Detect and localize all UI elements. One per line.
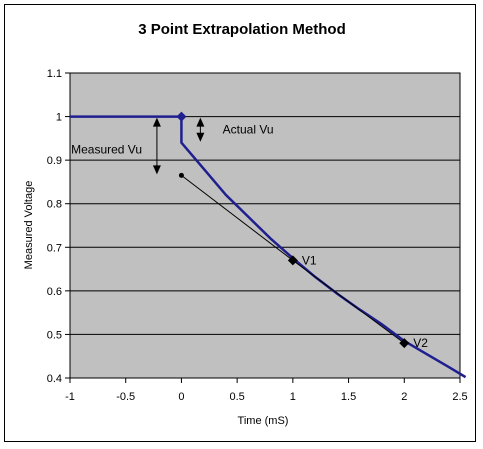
x-tick-label: 2 [401,391,407,403]
y-tick-label: 0.8 [47,199,62,211]
x-axis-title: Time (mS) [238,415,289,427]
annotation-layer: Actual Vu Measured Vu [71,117,274,175]
y-tick-label: 0.7 [47,242,62,254]
x-tick-label: 0.5 [229,391,244,403]
y-tick-label: 0.5 [47,329,62,341]
y-tick-label: 0.9 [47,155,62,167]
data-point-marker [178,172,184,178]
marker-layer: V1 V2 [176,111,428,350]
measured-vu-label: Measured Vu [71,142,142,156]
y-axis-title: Measured Voltage [23,181,35,270]
actual-voltage-line [70,115,467,379]
y-tick-label: 0.6 [47,286,62,298]
y-tick-label: 1 [56,112,62,124]
x-axis-ticks: -1 -0.5 0 0.5 1 1.5 2 2.5 [65,378,468,403]
actual-vu-arrow-head-down [196,132,205,142]
chart-title: 3 Point Extrapolation Method [138,21,346,38]
y-tick-label: 0.4 [47,373,62,385]
x-tick-label: 0 [178,391,184,403]
actual-vu-arrow-head-up [196,117,205,127]
data-point-marker [287,255,298,266]
x-tick-label: 1 [290,391,296,403]
data-point-marker [176,111,187,122]
measured-vu-arrow-head-up [152,117,161,127]
data-point-marker [399,338,410,349]
x-tick-label: -0.5 [116,391,135,403]
plot-area [69,72,461,379]
x-tick-label: 2.5 [452,391,467,403]
point-label: V2 [413,336,428,350]
measured-vu-arrow-head-down [152,165,161,175]
y-axis-ticks: 0.4 0.5 0.6 0.7 0.8 0.9 1 1.1 [47,68,70,385]
x-tick-label: -1 [65,391,75,403]
actual-vu-label: Actual Vu [223,123,274,137]
x-tick-label: 1.5 [341,391,356,403]
y-tick-label: 1.1 [47,68,62,80]
point-label: V1 [302,253,317,267]
